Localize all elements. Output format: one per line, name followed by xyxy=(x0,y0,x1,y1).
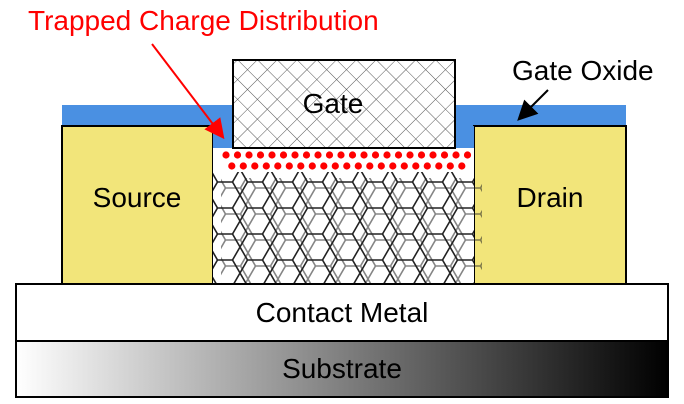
trapped-charge-dot xyxy=(222,151,230,159)
trapped-charge-dot xyxy=(239,162,247,170)
trapped-charge-dot xyxy=(251,162,259,170)
trapped-charge-dot xyxy=(354,162,362,170)
trapped-charge-dot xyxy=(262,162,270,170)
gate-oxide-label: Gate Oxide xyxy=(512,55,654,86)
nanotube-hex-pattern-offset xyxy=(221,178,482,290)
trapped-charge-arrow xyxy=(151,43,225,140)
trapped-charge-dot xyxy=(291,151,299,159)
trapped-charge-dots xyxy=(222,151,472,170)
trapped-charge-dot xyxy=(343,162,351,170)
trapped-charge-dot xyxy=(458,162,466,170)
trapped-charge-dot xyxy=(360,151,368,159)
trapped-charge-dot xyxy=(233,151,242,159)
trapped-charge-dot xyxy=(435,162,443,170)
trapped-charge-dot xyxy=(320,162,328,170)
trapped-charge-dot xyxy=(228,162,236,170)
trapped-charge-dot xyxy=(394,151,403,159)
trapped-charge-dot xyxy=(285,162,293,170)
trapped-charge-dot xyxy=(389,162,397,170)
gate-crosshatch xyxy=(232,59,456,149)
contact-metal-layer xyxy=(15,283,669,342)
gate-label: Gate xyxy=(303,88,364,119)
trapped-charge-dot xyxy=(412,162,420,170)
trapped-charge-dot xyxy=(400,162,408,170)
trapped-charge-dot xyxy=(463,151,472,159)
contact-metal-label: Contact Metal xyxy=(256,297,429,328)
trapped-charge-dot xyxy=(366,162,374,170)
gate-oxide-arrow xyxy=(517,89,549,121)
trapped-charge-dot xyxy=(268,151,276,159)
trapped-charge-dot xyxy=(274,162,282,170)
trapped-charge-dot xyxy=(446,162,454,170)
drain-label: Drain xyxy=(517,182,584,213)
trapped-charge-dot xyxy=(377,162,385,170)
trapped-charge-dot xyxy=(302,151,311,159)
trapped-charge-dot xyxy=(297,162,305,170)
trapped-charge-dot xyxy=(325,151,334,159)
substrate-label: Substrate xyxy=(282,353,402,384)
trapped-charge-dot xyxy=(452,151,460,159)
trapped-charge-dot xyxy=(440,151,449,159)
trapped-charge-dot xyxy=(308,162,316,170)
trapped-charge-dot xyxy=(279,151,288,159)
trapped-charge-title: Trapped Charge Distribution xyxy=(28,5,379,36)
trapped-charge-dot xyxy=(371,151,380,159)
source-label: Source xyxy=(93,182,182,213)
trapped-charge-dot xyxy=(383,151,391,159)
substrate-layer xyxy=(15,340,669,398)
trapped-charge-dot xyxy=(429,151,437,159)
trapped-charge-dot xyxy=(337,151,345,159)
trapped-charge-dot xyxy=(406,151,414,159)
trapped-charge-dot xyxy=(331,162,339,170)
trapped-charge-dot xyxy=(245,151,253,159)
trapped-charge-dot xyxy=(348,151,357,159)
trapped-charge-dot xyxy=(423,162,431,170)
trapped-charge-dot xyxy=(256,151,265,159)
trapped-charge-dot xyxy=(417,151,426,159)
trapped-charge-dot xyxy=(314,151,322,159)
